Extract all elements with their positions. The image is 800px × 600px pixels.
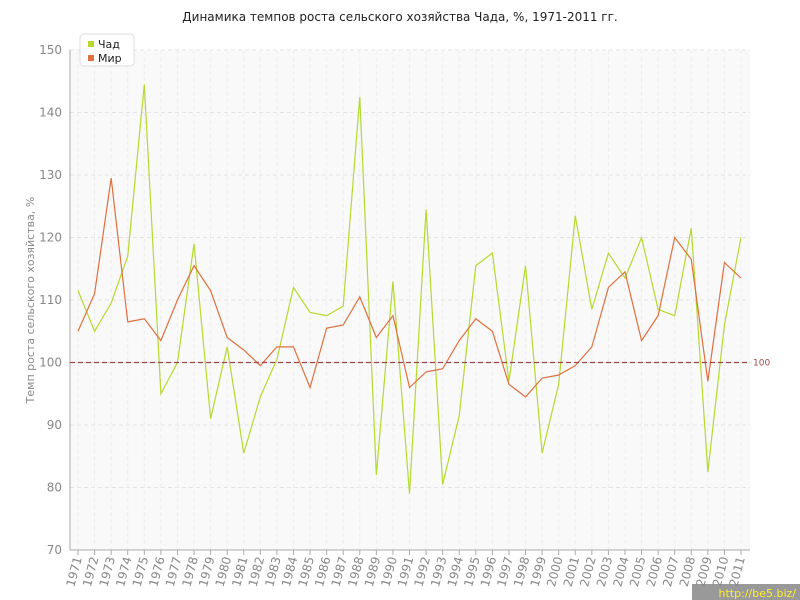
- reference-label: 100: [753, 359, 770, 369]
- y-tick-label: 70: [47, 543, 62, 557]
- series-line: [77, 84, 742, 494]
- y-tick-label: 80: [47, 481, 62, 495]
- y-tick-label: 90: [47, 418, 62, 432]
- y-tick-label: 130: [39, 168, 62, 182]
- y-tick-label: 140: [39, 106, 62, 120]
- y-tick-label: 110: [39, 293, 62, 307]
- watermark: http://be5.biz/: [719, 587, 797, 600]
- y-tick-label: 100: [39, 356, 62, 370]
- legend-label: Мир: [98, 52, 122, 65]
- y-tick-label: 120: [39, 231, 62, 245]
- legend-swatch: [88, 55, 94, 61]
- legend-label: Чад: [98, 38, 120, 51]
- chart-title: Динамика темпов роста сельского хозяйств…: [182, 10, 617, 24]
- watermark-bg: [692, 584, 800, 600]
- series-line: [77, 178, 742, 398]
- y-axis-label: Темп роста сельского хозяйства, %: [24, 197, 37, 405]
- legend-swatch: [88, 41, 94, 47]
- y-tick-label: 150: [39, 43, 62, 57]
